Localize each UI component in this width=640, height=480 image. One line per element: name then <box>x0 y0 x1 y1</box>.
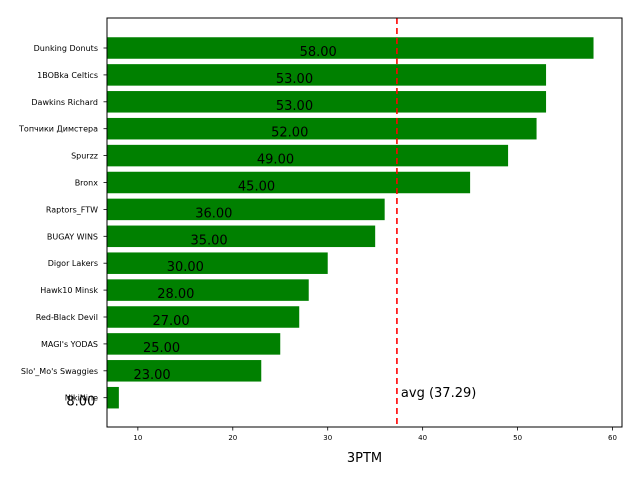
value-label-1: 53.00 <box>276 72 313 87</box>
bar-3 <box>107 117 537 140</box>
x-tick-label-1: 20 <box>228 434 237 442</box>
bar-10 <box>107 306 300 328</box>
category-label-2: Dawkins Richard <box>31 98 98 107</box>
category-label-6: Raptors_FTW <box>46 205 98 214</box>
category-label-4: Spurzz <box>71 152 98 161</box>
bar-11 <box>107 333 281 355</box>
bar-13 <box>107 386 119 409</box>
value-label-6: 36.00 <box>195 206 232 221</box>
bar-8 <box>107 252 328 274</box>
x-tick-label-2: 30 <box>323 434 332 442</box>
x-tick-label-3: 40 <box>418 434 427 442</box>
value-label-5: 45.00 <box>238 180 275 195</box>
average-layer: avg (37.29) <box>396 18 476 427</box>
bar-12 <box>107 360 262 382</box>
bar-9 <box>107 279 309 301</box>
value-label-12: 23.00 <box>133 368 170 383</box>
bars-layer <box>107 37 594 409</box>
bar-6 <box>107 198 385 221</box>
value-label-8: 30.00 <box>167 260 204 275</box>
category-label-5: Bronx <box>75 179 99 188</box>
x-tick-label-5: 60 <box>608 434 617 442</box>
x-tick-label-4: 50 <box>513 434 522 442</box>
category-label-13: NikiNine <box>65 394 98 403</box>
category-label-1: 1BOBka Celtics <box>37 71 98 80</box>
plot-frame <box>106 17 623 428</box>
category-label-12: Slo'_Mo's Swaggies <box>21 367 98 376</box>
bar-2 <box>107 91 547 113</box>
category-label-3: Топчики Димстера <box>18 125 98 134</box>
bar-1 <box>107 64 547 86</box>
x-tick-label-0: 10 <box>133 434 142 442</box>
category-label-10: Red-Black Devil <box>36 313 98 322</box>
value-label-4: 49.00 <box>257 153 294 168</box>
value-label-2: 53.00 <box>276 99 313 114</box>
x-axis: 10 20 30 40 50 60 <box>133 427 617 442</box>
bar-0 <box>107 37 594 59</box>
y-axis: Dunking Donuts 1BOBka Celtics Dawkins Rich… <box>18 44 107 403</box>
value-label-7: 35.00 <box>190 233 227 248</box>
average-label: avg (37.29) <box>401 386 476 401</box>
value-label-13: 8.00 <box>66 395 95 410</box>
value-label-11: 25.00 <box>143 341 180 356</box>
value-labels-layer: 58.00 53.00 53.00 52.00 49.00 45.00 36.00 35.00… <box>66 45 336 410</box>
category-label-0: Dunking Donuts <box>34 44 98 53</box>
bar-7 <box>107 225 376 248</box>
category-label-11: MAGI's YODAS <box>41 340 98 349</box>
bar-4 <box>107 144 509 167</box>
category-label-9: Hawk10 Minsk <box>40 286 98 295</box>
bar-5 <box>107 171 471 194</box>
category-label-7: BUGAY WINS <box>47 232 98 241</box>
value-label-9: 28.00 <box>157 287 194 302</box>
value-label-0: 58.00 <box>300 45 337 60</box>
value-label-10: 27.00 <box>152 314 189 329</box>
category-label-8: Digor Lakers <box>48 259 98 268</box>
value-label-3: 52.00 <box>271 126 308 141</box>
x-axis-title: 3PTM <box>347 451 382 466</box>
